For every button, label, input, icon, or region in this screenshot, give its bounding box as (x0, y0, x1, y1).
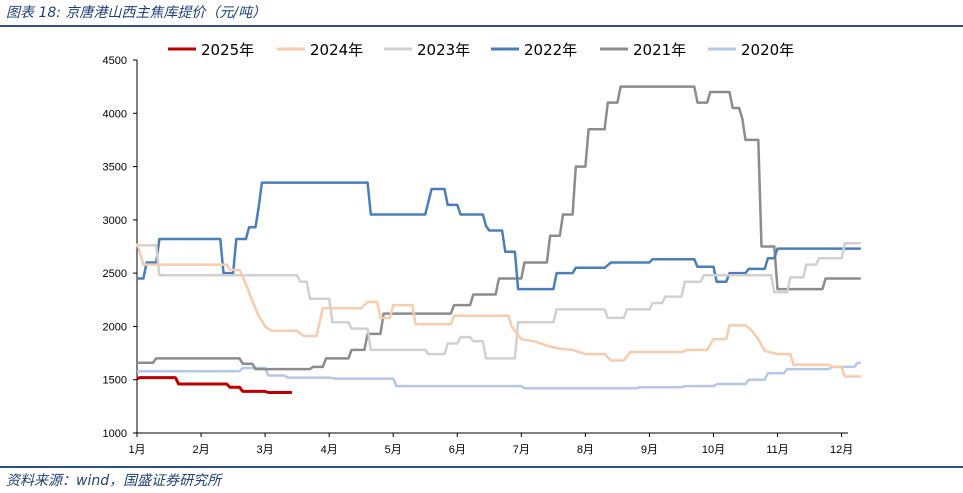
x-tick-label: 1月 (128, 444, 145, 456)
x-tick-label: 12月 (830, 444, 853, 456)
y-tick-label: 2000 (103, 321, 127, 333)
y-tick-label: 3000 (103, 215, 127, 227)
legend-label-1: 2024年 (310, 41, 363, 59)
x-tick-label: 11月 (766, 444, 788, 456)
source-note: 资料来源：wind，国盛证券研究所 (6, 473, 222, 489)
y-tick-label: 3500 (103, 162, 127, 174)
series-line-5 (137, 361, 861, 390)
y-tick-label: 4500 (103, 55, 127, 67)
x-tick-label: 8月 (577, 444, 594, 456)
x-tick-label: 3月 (257, 444, 274, 456)
tick-labels: 1000 1500 2000 2500 3000 3500 4000 4500 1月 2月 3月 4月… (103, 55, 854, 456)
series-line-0 (136, 376, 292, 394)
series-line-3 (137, 181, 861, 291)
x-tick-label: 10月 (702, 444, 725, 456)
series-line-1 (135, 242, 861, 378)
legend-label-3: 2022年 (524, 41, 577, 59)
y-tick-label: 1500 (103, 375, 127, 387)
legend: 2025年 2024年 2023年 2022年 2021年 2020年 (168, 41, 794, 59)
y-tick-label: 4000 (103, 108, 127, 120)
series-line-2 (137, 242, 861, 360)
chart-title: 图表 18: 京唐港山西主焦库提价（元/吨） (6, 5, 267, 21)
y-tick-label: 2500 (103, 268, 127, 280)
series-line-4 (137, 85, 861, 371)
series-lines (135, 85, 861, 394)
legend-label-0: 2025年 (201, 41, 254, 59)
legend-label-5: 2020年 (741, 41, 794, 59)
x-tick-label: 4月 (321, 444, 338, 456)
top-divider (0, 25, 963, 27)
x-tick-label: 7月 (513, 444, 530, 456)
x-tick-label: 9月 (641, 444, 658, 456)
y-tick-label: 1000 (103, 428, 127, 440)
x-tick-label: 2月 (192, 444, 209, 456)
legend-label-4: 2021年 (633, 41, 686, 59)
x-tick-label: 6月 (449, 444, 466, 456)
x-tick-label: 5月 (385, 444, 402, 456)
legend-label-2: 2023年 (417, 41, 470, 59)
bottom-divider (0, 466, 963, 468)
